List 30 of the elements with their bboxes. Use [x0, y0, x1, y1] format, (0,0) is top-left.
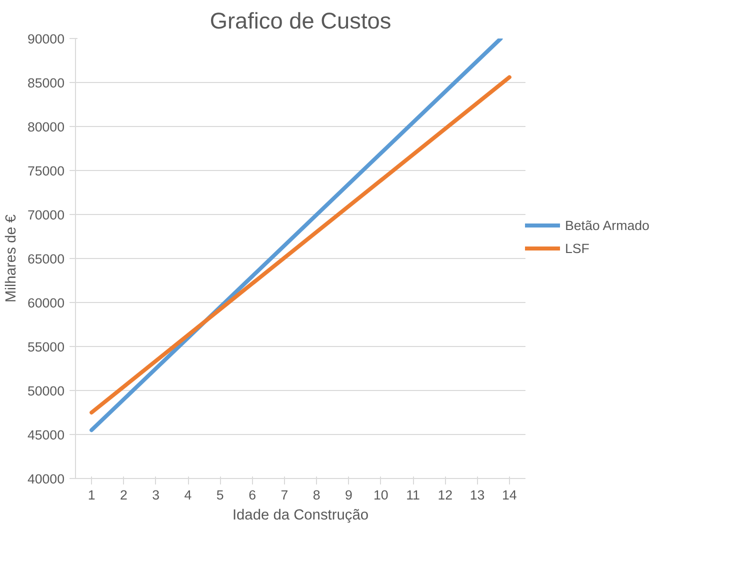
- y-tick-label: 45000: [27, 428, 64, 442]
- x-tick-label: 10: [373, 488, 388, 502]
- y-tick-label: 60000: [27, 296, 64, 310]
- x-tick-label: 13: [470, 488, 485, 502]
- x-tick-label: 5: [216, 488, 224, 502]
- x-tick-label: 14: [502, 488, 518, 502]
- x-tick-label: 1: [88, 488, 96, 502]
- x-tick-label: 4: [184, 488, 192, 502]
- y-tick-label: 55000: [27, 340, 64, 354]
- y-tick-label: 75000: [27, 164, 64, 178]
- x-tick-label: 7: [280, 488, 288, 502]
- x-tick-label: 3: [152, 488, 160, 502]
- x-tick-label: 11: [406, 488, 420, 502]
- x-tick-label: 8: [312, 488, 320, 502]
- legend-label: Betão Armado: [565, 218, 650, 232]
- legend-label: LSF: [565, 240, 590, 256]
- y-tick-label: 80000: [27, 120, 64, 134]
- x-tick-label: 12: [438, 488, 453, 502]
- y-axis-title: Milhares de €: [3, 214, 20, 302]
- x-tick-label: 2: [120, 488, 128, 502]
- chart-title: Grafico de Custos: [210, 8, 392, 34]
- y-tick-label: 65000: [27, 252, 64, 266]
- x-axis-title: Idade da Construção: [232, 508, 369, 524]
- y-tick-label: 40000: [27, 472, 64, 486]
- x-tick-label: 9: [345, 488, 352, 502]
- x-tick-label: 6: [248, 488, 256, 502]
- y-tick-label: 50000: [27, 384, 64, 398]
- y-tick-label: 70000: [27, 208, 64, 222]
- y-tick-label: 90000: [27, 32, 64, 46]
- y-tick-label: 85000: [27, 76, 64, 90]
